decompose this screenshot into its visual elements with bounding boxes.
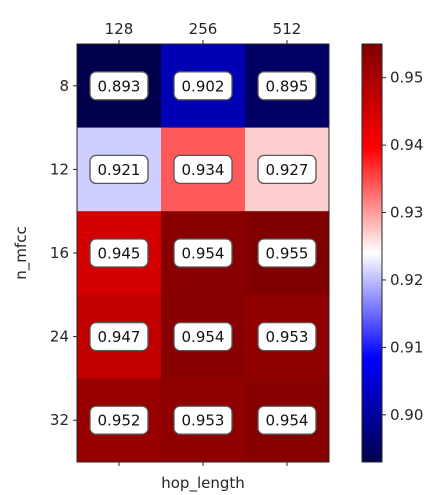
cell-annotation: 0.893 <box>89 71 149 101</box>
annotation-value: 0.895 <box>266 77 309 95</box>
cell-annotation: 0.895 <box>257 71 317 101</box>
cell-annotation: 0.947 <box>89 321 149 352</box>
annotation-value: 0.902 <box>182 77 225 95</box>
y-tick-label: 16 <box>50 244 69 262</box>
annotation-box <box>173 321 233 352</box>
y-axis-ticks: 8 12 16 24 32 <box>50 77 77 429</box>
annotation-box <box>173 238 233 268</box>
cell-annotation: 0.934 <box>173 154 233 185</box>
colorbar-tick-label: 0.92 <box>390 271 423 289</box>
annotation-value: 0.953 <box>266 328 309 346</box>
annotation-box <box>173 405 233 435</box>
annotation-value: 0.893 <box>98 77 141 95</box>
y-tick-label: 32 <box>50 411 69 429</box>
cell-annotation: 0.902 <box>173 71 233 101</box>
annotation-box <box>173 154 233 185</box>
annotation-value: 0.921 <box>98 161 141 179</box>
cell-annotation: 0.952 <box>89 405 149 435</box>
y-axis-label: n_mfcc <box>12 226 31 279</box>
cell-annotation: 0.927 <box>257 154 317 185</box>
cell-annotation: 0.921 <box>89 154 149 185</box>
cell-annotations: 0.893 0.902 0.895 0.921 0.934 0.927 0.945 0.954… <box>89 71 317 435</box>
colorbar-tick-label: 0.94 <box>390 136 423 154</box>
annotation-box <box>89 238 149 268</box>
annotation-value: 0.927 <box>266 161 309 179</box>
x-tick-label: 128 <box>105 20 134 38</box>
annotation-box <box>89 71 149 101</box>
annotation-box <box>257 71 317 101</box>
annotation-box <box>89 321 149 352</box>
y-tick-label: 12 <box>50 160 69 178</box>
annotation-box <box>173 71 233 101</box>
colorbar-tick-label: 0.93 <box>390 204 423 222</box>
annotation-value: 0.947 <box>98 328 141 346</box>
annotation-box <box>89 405 149 435</box>
annotation-box <box>257 154 317 185</box>
cell-annotation: 0.953 <box>173 405 233 435</box>
cell-annotation: 0.953 <box>257 321 317 352</box>
annotation-value: 0.954 <box>182 328 225 346</box>
plot-frame <box>76 43 330 463</box>
y-tick-label: 8 <box>59 77 69 95</box>
annotation-box <box>257 405 317 435</box>
annotation-box <box>257 321 317 352</box>
colorbar-ticks: 0.90 0.91 0.92 0.93 0.94 0.95 <box>382 69 423 424</box>
cell-annotation: 0.954 <box>257 405 317 435</box>
cell-annotation: 0.954 <box>173 321 233 352</box>
colorbar-tick-label: 0.91 <box>390 338 423 356</box>
cell-annotation: 0.955 <box>257 238 317 268</box>
annotation-value: 0.952 <box>98 412 141 430</box>
colorbar <box>361 43 383 463</box>
cell-annotation: 0.954 <box>173 238 233 268</box>
x-axis-ticks: 128 256 512 <box>105 20 302 466</box>
cell-annotation: 0.945 <box>89 238 149 268</box>
colorbar-tick-label: 0.90 <box>390 406 423 424</box>
colorbar-tick-label: 0.95 <box>390 69 423 87</box>
annotation-value: 0.954 <box>182 245 225 263</box>
annotation-value: 0.934 <box>182 161 225 179</box>
x-tick-label: 256 <box>189 20 218 38</box>
x-axis-label: hop_length <box>161 474 245 493</box>
annotation-box <box>257 238 317 268</box>
annotation-value: 0.953 <box>182 412 225 430</box>
y-tick-label: 24 <box>50 328 69 346</box>
x-tick-label: 512 <box>273 20 302 38</box>
annotation-value: 0.955 <box>266 245 309 263</box>
annotation-box <box>89 154 149 185</box>
annotation-value: 0.954 <box>266 412 309 430</box>
annotation-value: 0.945 <box>98 245 141 263</box>
